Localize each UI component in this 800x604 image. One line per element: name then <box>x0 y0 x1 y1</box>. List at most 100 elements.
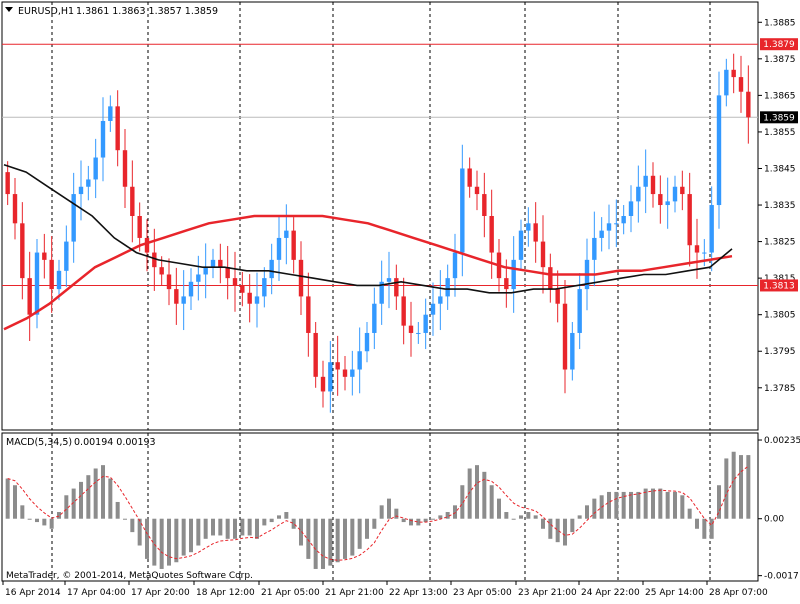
time-tick-label: 23 Apr 21:00 <box>518 588 577 598</box>
current-price-badge: 1.3859 <box>760 111 798 124</box>
candle-body <box>738 77 744 92</box>
macd-bar <box>299 518 303 546</box>
candle-body <box>328 362 333 392</box>
macd-bar <box>423 518 428 523</box>
candle-body <box>694 245 700 253</box>
time-tick-label: 18 Apr 12:00 <box>196 588 255 598</box>
price-tick-label: 1.3855 <box>764 128 796 138</box>
candle-body <box>672 186 678 202</box>
candle-body <box>166 274 172 290</box>
chart-menu-triangle-icon[interactable] <box>5 7 13 12</box>
time-tick-label: 23 Apr 05:00 <box>453 588 512 598</box>
candle-body <box>144 237 150 253</box>
macd-bar <box>328 518 333 566</box>
macd-bar <box>592 498 597 519</box>
candle-body <box>401 296 406 326</box>
macd-bar <box>145 518 149 559</box>
macd-bar <box>137 518 142 546</box>
macd-bar <box>269 518 274 523</box>
candle-body <box>562 303 568 370</box>
macd-bar <box>585 505 589 519</box>
candle-body <box>174 289 179 304</box>
candle-body <box>56 270 62 290</box>
macd-bar <box>321 518 325 569</box>
macd-bar <box>130 518 135 533</box>
macd-bar <box>621 491 626 519</box>
candle-body <box>342 369 348 377</box>
candle-body <box>357 351 362 370</box>
candle-body <box>210 259 216 268</box>
candle-body <box>408 325 414 333</box>
candle-body <box>518 230 524 260</box>
macd-bar <box>93 468 98 519</box>
macd-bar <box>460 485 465 519</box>
macd-bar <box>379 505 384 519</box>
candle-body <box>122 150 128 187</box>
fast-moving-average <box>3 164 733 294</box>
macd-bar <box>519 515 523 519</box>
macd-bar <box>746 455 751 519</box>
macd-bar <box>79 481 83 519</box>
candle-body <box>181 296 186 304</box>
candle-body <box>702 252 707 254</box>
price-tick-label: 1.3835 <box>764 201 796 211</box>
macd-bar <box>284 512 289 519</box>
support-price-badge: 1.3813 <box>760 279 798 292</box>
candle-body <box>218 259 223 268</box>
macd-bar <box>438 515 443 519</box>
macd-bar <box>401 518 406 523</box>
macd-bar <box>262 518 267 526</box>
candle-body <box>452 252 458 279</box>
candle-body <box>445 278 450 297</box>
price-tick-label: 1.3845 <box>764 164 796 174</box>
candle-body <box>372 303 377 333</box>
macd-bar <box>409 518 413 526</box>
macd-bar <box>504 512 509 519</box>
macd-bar <box>49 518 54 529</box>
macd-bar <box>42 518 47 526</box>
main-price-panel[interactable] <box>1 1 759 431</box>
candle-body <box>416 332 421 334</box>
macd-bar <box>563 518 567 546</box>
macd-bar <box>570 518 575 533</box>
candle-body <box>159 267 164 275</box>
macd-bar <box>335 518 340 563</box>
candle-body <box>247 292 252 304</box>
macd-bar <box>189 518 193 553</box>
candle-body <box>489 216 494 253</box>
macd-bar <box>350 518 355 556</box>
candle-body <box>12 194 18 224</box>
macd-tick-label: -0.0017 <box>764 572 799 582</box>
macd-bar <box>181 518 186 556</box>
candle-body <box>306 296 311 333</box>
candle-body <box>511 259 516 290</box>
resistance-price-label: 1.3879 <box>763 40 795 50</box>
candle-body <box>614 223 619 225</box>
macd-bar <box>394 508 399 519</box>
macd-bar <box>475 465 479 519</box>
candle-body <box>269 259 274 279</box>
macd-bar <box>152 518 157 566</box>
macd-bar <box>101 465 105 519</box>
macd-bar <box>702 518 707 539</box>
candle-body <box>533 223 538 242</box>
macd-bar <box>57 512 61 519</box>
macd-bar <box>467 468 472 519</box>
macd-bar <box>482 471 487 519</box>
macd-bar <box>27 518 32 520</box>
macd-bar <box>123 518 127 520</box>
candle-body <box>423 314 428 333</box>
macd-signal-line <box>7 465 749 561</box>
candle-body <box>262 278 267 297</box>
candle-body <box>526 223 531 231</box>
macd-indicator-label: MACD(5,34,5) <box>6 437 72 448</box>
candle-body <box>394 278 399 297</box>
candle-body <box>320 376 326 392</box>
candle-body <box>291 230 296 260</box>
macd-bar <box>35 518 39 523</box>
time-tick-label: 21 Apr 05:00 <box>261 588 320 598</box>
macd-bar <box>211 518 215 536</box>
macd-bar <box>577 515 582 519</box>
macd-axis: 0.00235 0.00 -0.0017 <box>758 436 800 582</box>
